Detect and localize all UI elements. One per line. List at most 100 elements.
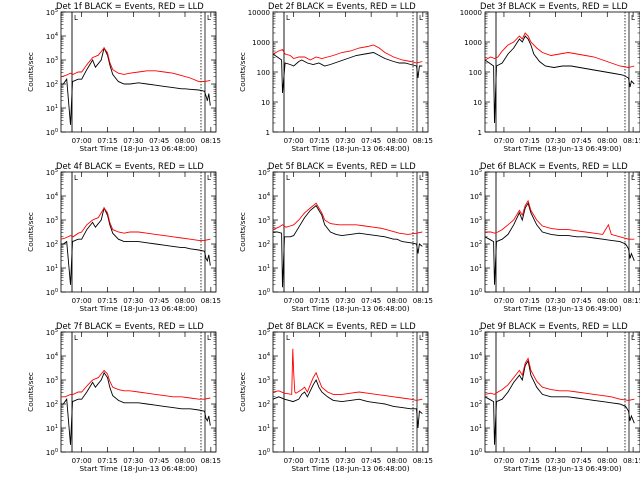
y-tick-label: 103 xyxy=(470,216,482,225)
series-line-events xyxy=(484,359,635,445)
x-tick-label: 08:00 xyxy=(597,137,617,145)
y-tick-label: 101 xyxy=(470,424,482,433)
chart-panel-4: Det 4f BLACK = Events, RED = LLD 100 101 10… xyxy=(26,161,221,313)
x-tick-label: 08:15 xyxy=(201,297,221,305)
y-tick-label: 101 xyxy=(46,264,58,273)
y-tick-label: 103 xyxy=(46,56,58,65)
y-tick-label: 105 xyxy=(46,8,58,17)
marker-label: L xyxy=(286,334,290,342)
marker-label: L xyxy=(419,174,423,182)
x-tick-label: 08:15 xyxy=(413,137,433,145)
y-tick-label: 101 xyxy=(258,424,270,433)
y-tick-label: 1 xyxy=(266,129,270,137)
y-tick-label: 103 xyxy=(258,376,270,385)
marker-label: L xyxy=(207,14,211,22)
x-tick-label: 08:00 xyxy=(387,457,407,465)
x-tick-label: 07:00 xyxy=(72,457,92,465)
y-tick-label: 10 xyxy=(473,99,482,107)
y-tick-label: 100 xyxy=(258,448,270,457)
x-tick-label: 07:45 xyxy=(149,457,169,465)
x-tick-label: 07:15 xyxy=(520,457,540,465)
chart-panel-8: Det 8f BLACK = Events, RED = LLD 100 101 10… xyxy=(238,321,433,473)
x-tick-label: 07:45 xyxy=(361,457,381,465)
y-axis-label: Counts/sec xyxy=(26,52,35,92)
marker-label: L xyxy=(631,14,635,22)
x-tick-label: 07:00 xyxy=(284,457,304,465)
y-tick-label: 10000 xyxy=(248,9,270,17)
x-tick-label: 07:45 xyxy=(361,297,381,305)
series-line-lld xyxy=(272,44,423,64)
x-tick-label: 07:15 xyxy=(309,297,329,305)
x-tick-label: 07:30 xyxy=(335,137,355,145)
series-line-lld xyxy=(60,47,211,83)
chart-title: Det 6f BLACK = Events, RED = LLD xyxy=(480,161,628,171)
y-tick-label: 104 xyxy=(470,192,482,201)
y-axis-label: Counts/sec xyxy=(26,372,35,412)
plot-frame xyxy=(484,11,640,133)
chart-title: Det 5f BLACK = Events, RED = LLD xyxy=(268,161,416,171)
y-tick-label: 101 xyxy=(258,264,270,273)
y-tick-label: 101 xyxy=(470,264,482,273)
y-tick-label: 102 xyxy=(258,400,270,409)
marker-label: L xyxy=(74,334,78,342)
x-tick-label: 07:30 xyxy=(123,297,143,305)
marker-label: L xyxy=(74,174,78,182)
series-line-events xyxy=(484,202,635,285)
x-axis-label: Start Time (18-Jun-13 06:48:00) xyxy=(79,144,197,153)
y-tick-label: 102 xyxy=(46,240,58,249)
series-line-events xyxy=(484,35,635,124)
x-tick-label: 08:00 xyxy=(597,457,617,465)
x-tick-label: 07:15 xyxy=(97,457,117,465)
series-line-events xyxy=(272,378,423,429)
x-tick-label: 07:00 xyxy=(494,137,514,145)
x-tick-label: 08:00 xyxy=(387,137,407,145)
x-tick-label: 07:00 xyxy=(72,297,92,305)
marker-label: L xyxy=(419,334,423,342)
x-tick-label: 07:30 xyxy=(123,457,143,465)
x-axis-label: Start Time (18-Jun-13 06:49:00) xyxy=(503,144,621,153)
y-tick-label: 1000 xyxy=(464,39,482,47)
x-tick-label: 07:45 xyxy=(571,137,591,145)
y-tick-label: 100 xyxy=(469,69,482,77)
y-tick-label: 105 xyxy=(258,328,270,337)
y-tick-label: 104 xyxy=(258,192,270,201)
y-tick-label: 102 xyxy=(46,400,58,409)
y-tick-label: 100 xyxy=(46,288,58,297)
chart-title: Det 9f BLACK = Events, RED = LLD xyxy=(480,321,628,331)
series-line-lld xyxy=(485,199,635,240)
x-tick-label: 07:30 xyxy=(335,457,355,465)
x-tick-label: 07:30 xyxy=(335,297,355,305)
x-axis-label: Start Time (18-Jun-13 06:48:00) xyxy=(79,304,197,313)
y-tick-label: 104 xyxy=(46,352,58,361)
x-tick-label: 07:45 xyxy=(149,297,169,305)
chart-panel-1: Det 1f BLACK = Events, RED = LLD 100 101 10… xyxy=(26,1,221,153)
x-tick-label: 08:00 xyxy=(175,137,195,145)
marker-label: L xyxy=(631,334,635,342)
marker-label: L xyxy=(419,14,423,22)
y-tick-label: 105 xyxy=(258,168,270,177)
marker-label: L xyxy=(631,174,635,182)
x-tick-label: 08:15 xyxy=(413,457,433,465)
x-tick-label: 08:15 xyxy=(201,137,221,145)
y-tick-label: 103 xyxy=(258,216,270,225)
plot-frame xyxy=(484,171,640,293)
y-tick-label: 100 xyxy=(46,448,58,457)
plot-frame xyxy=(60,11,217,133)
y-tick-label: 102 xyxy=(470,240,482,249)
plot-frame xyxy=(60,331,217,453)
chart-panel-3: Det 3f BLACK = Events, RED = LLD 1 10 100 10… xyxy=(460,1,640,153)
x-tick-label: 07:30 xyxy=(546,457,566,465)
y-tick-label: 103 xyxy=(46,216,58,225)
plot-frame xyxy=(272,11,429,133)
x-tick-label: 07:15 xyxy=(520,297,540,305)
y-axis-label: Counts/sec xyxy=(238,372,247,412)
y-tick-label: 1 xyxy=(478,129,482,137)
y-tick-label: 100 xyxy=(46,128,58,137)
y-axis-label: Counts/sec xyxy=(238,212,247,252)
y-tick-label: 100 xyxy=(470,448,482,457)
x-tick-label: 07:00 xyxy=(72,137,92,145)
x-tick-label: 07:00 xyxy=(284,137,304,145)
x-tick-label: 07:00 xyxy=(494,457,514,465)
x-tick-label: 07:15 xyxy=(97,137,117,145)
